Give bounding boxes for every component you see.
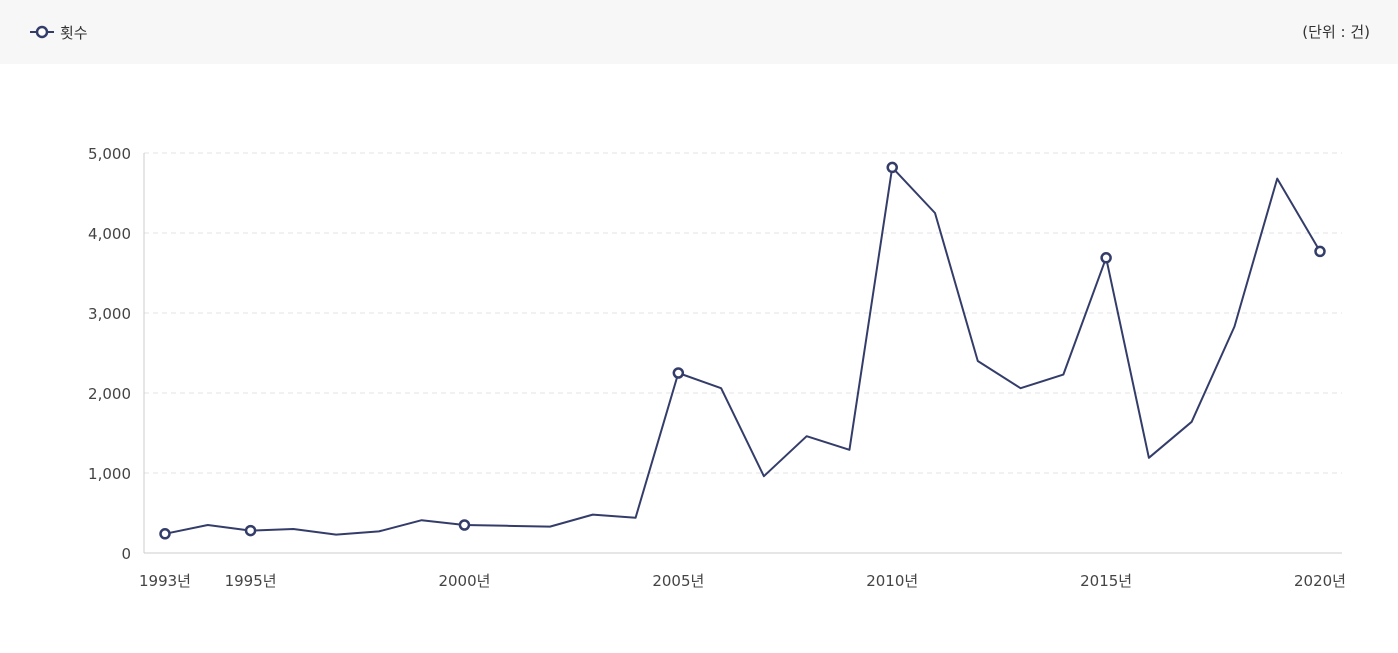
data-point[interactable] [975,358,981,364]
data-point[interactable] [932,210,938,216]
legend-line-marker-icon [30,25,54,39]
marker-layer [159,161,1326,540]
unit-label: (단위 : 건) [1302,23,1370,41]
data-point[interactable] [504,523,510,529]
y-axis-tick-labels: 0 1,000 2,000 3,000 4,000 5,000 [88,145,131,563]
x-tick-label: 1993년 [139,572,191,590]
data-point-marker[interactable] [1100,252,1112,264]
chart-header: 횟수 (단위 : 건) [0,0,1398,64]
data-point-marker[interactable] [244,524,257,537]
data-point[interactable] [718,385,724,391]
data-point[interactable] [290,526,296,532]
data-point[interactable] [1189,419,1195,425]
x-axis-tick-labels: 1993년 1995년 2000년 2005년 2010년 2015년 2020년 [139,572,1346,590]
data-point-marker[interactable] [458,519,471,531]
data-point[interactable] [419,517,425,523]
x-tick-label: 2000년 [438,572,490,590]
x-tick-label: 2010년 [866,572,918,590]
y-tick-label: 2,000 [88,385,131,403]
data-point[interactable] [846,447,852,453]
data-point[interactable] [1018,385,1024,391]
y-tick-label: 0 [121,545,131,563]
data-point[interactable] [761,473,767,479]
x-tick-label: 1995년 [225,572,277,590]
x-tick-label: 2015년 [1080,572,1132,590]
data-point-marker[interactable] [159,528,171,540]
legend-series-label: 횟수 [60,23,88,42]
y-tick-label: 5,000 [88,145,131,163]
data-point[interactable] [1231,324,1237,330]
data-point-marker[interactable] [1314,245,1326,258]
data-point[interactable] [633,515,639,521]
y-tick-label: 4,000 [88,225,131,243]
data-point[interactable] [1146,455,1152,461]
data-point[interactable] [376,528,382,534]
series-layer [164,166,1321,536]
y-tick-label: 3,000 [88,305,131,323]
data-point[interactable] [205,522,211,528]
legend[interactable]: 횟수 [30,20,88,44]
data-point[interactable] [1060,372,1066,378]
data-point[interactable] [1274,176,1280,182]
y-tick-label: 1,000 [88,465,131,483]
data-point-marker[interactable] [886,161,898,174]
x-tick-label: 2005년 [652,572,704,590]
data-point-marker[interactable] [672,367,685,379]
data-point[interactable] [333,532,339,538]
data-point[interactable] [804,433,810,439]
grid-lines [144,152,1342,474]
series-line [164,166,1321,536]
x-tick-label: 2020년 [1294,572,1346,590]
data-point[interactable] [590,512,596,518]
axes [143,153,1342,554]
data-point[interactable] [547,524,553,530]
